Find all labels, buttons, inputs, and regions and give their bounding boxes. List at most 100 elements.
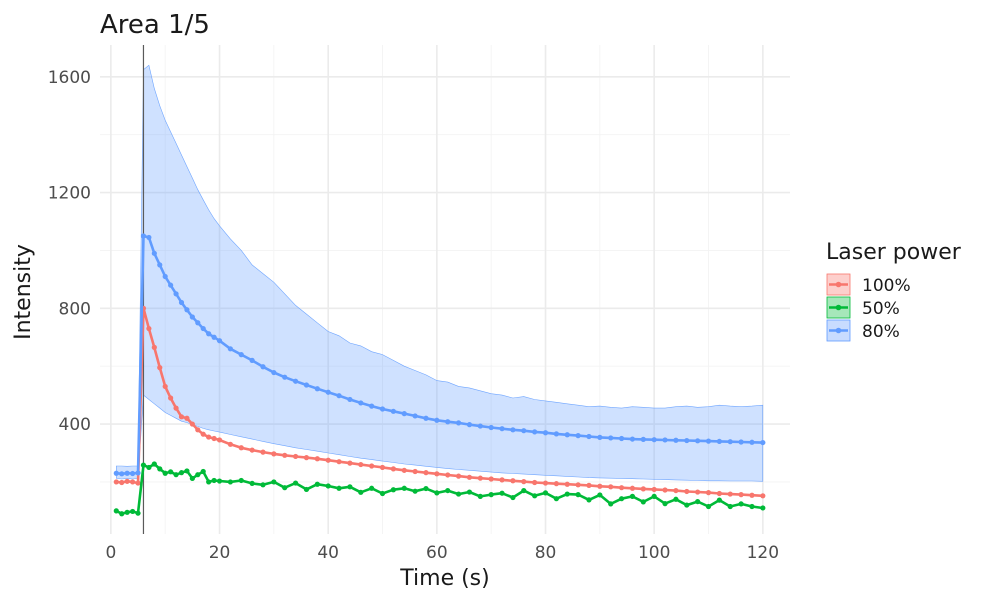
data-point xyxy=(282,485,288,491)
data-point xyxy=(113,508,119,514)
data-point xyxy=(347,484,353,490)
data-point xyxy=(521,479,527,485)
data-point xyxy=(135,510,141,516)
data-point xyxy=(760,505,766,511)
data-point xyxy=(651,486,657,493)
data-point xyxy=(271,369,277,376)
data-point xyxy=(195,320,201,326)
data-point xyxy=(178,299,185,306)
data-point xyxy=(282,452,288,458)
grid xyxy=(100,45,790,534)
legend-key-point xyxy=(835,281,842,288)
legend-key-point xyxy=(835,304,842,311)
data-point xyxy=(575,482,581,488)
data-point xyxy=(651,493,657,499)
data-point xyxy=(140,462,147,468)
series-80pct xyxy=(113,233,766,477)
data-point xyxy=(629,493,636,499)
data-point xyxy=(189,475,195,482)
data-point xyxy=(390,466,396,472)
data-point xyxy=(271,479,277,485)
data-point xyxy=(499,426,505,432)
data-point xyxy=(129,508,136,515)
data-point xyxy=(200,431,206,437)
data-point xyxy=(586,482,592,488)
data-point xyxy=(168,282,174,288)
data-point xyxy=(564,432,570,438)
data-point xyxy=(189,314,195,320)
data-point xyxy=(119,479,125,486)
data-point xyxy=(260,449,266,455)
data-point xyxy=(206,434,212,440)
data-point xyxy=(124,470,130,476)
data-point xyxy=(189,421,195,427)
data-point xyxy=(716,497,722,503)
data-point xyxy=(488,492,494,498)
legend-item: 100% xyxy=(826,273,911,296)
data-point xyxy=(423,485,429,492)
y-tick-label: 400 xyxy=(59,415,91,435)
data-point xyxy=(673,437,679,443)
data-point xyxy=(379,464,386,471)
data-point xyxy=(146,234,152,241)
data-point xyxy=(445,472,451,478)
x-tick-label: 40 xyxy=(317,543,339,563)
data-point xyxy=(760,439,766,446)
data-point xyxy=(206,331,212,337)
data-point xyxy=(369,403,375,409)
x-tick-label: 60 xyxy=(426,543,448,563)
data-point xyxy=(390,408,396,414)
data-point xyxy=(195,427,201,433)
data-point xyxy=(738,492,744,498)
data-point xyxy=(684,502,690,508)
data-point xyxy=(260,482,266,488)
data-point xyxy=(157,365,163,371)
data-point xyxy=(608,435,614,441)
data-point xyxy=(564,481,570,487)
data-point xyxy=(124,509,130,515)
data-point xyxy=(455,420,462,426)
data-point xyxy=(292,453,299,460)
data-point xyxy=(542,480,549,486)
data-point xyxy=(749,439,755,445)
data-point xyxy=(314,386,320,392)
data-point xyxy=(249,447,255,453)
data-point xyxy=(760,493,766,499)
data-point xyxy=(173,405,179,411)
data-point xyxy=(618,496,625,502)
data-point xyxy=(151,250,157,256)
data-point xyxy=(227,479,233,485)
data-point xyxy=(510,478,516,484)
y-axis-title: Intensity xyxy=(11,244,36,340)
data-point xyxy=(532,493,538,499)
data-point xyxy=(292,480,299,486)
data-point xyxy=(184,415,190,421)
data-point xyxy=(618,435,625,442)
data-point xyxy=(553,481,559,487)
data-point xyxy=(260,364,266,370)
data-point xyxy=(401,467,407,473)
y-tick-label: 800 xyxy=(59,299,91,319)
data-point xyxy=(347,460,353,466)
data-point xyxy=(477,493,483,499)
data-point xyxy=(282,374,288,380)
x-tick-label: 100 xyxy=(638,543,670,563)
data-point xyxy=(695,489,701,495)
data-point xyxy=(488,424,494,431)
y-axis-ticks: 400 800 1200 1600 xyxy=(48,68,91,435)
series-group xyxy=(113,233,766,517)
data-point xyxy=(477,475,483,481)
data-point xyxy=(325,483,331,489)
data-point xyxy=(727,439,733,445)
data-point xyxy=(684,437,690,444)
data-point xyxy=(211,334,217,340)
data-point xyxy=(575,492,581,498)
data-point xyxy=(173,472,179,478)
data-point xyxy=(553,431,559,437)
data-point xyxy=(716,438,722,445)
data-point xyxy=(564,491,570,497)
data-point xyxy=(227,441,233,447)
y-tick-label: 1200 xyxy=(48,184,91,204)
data-point xyxy=(521,487,527,494)
data-point xyxy=(216,478,223,484)
